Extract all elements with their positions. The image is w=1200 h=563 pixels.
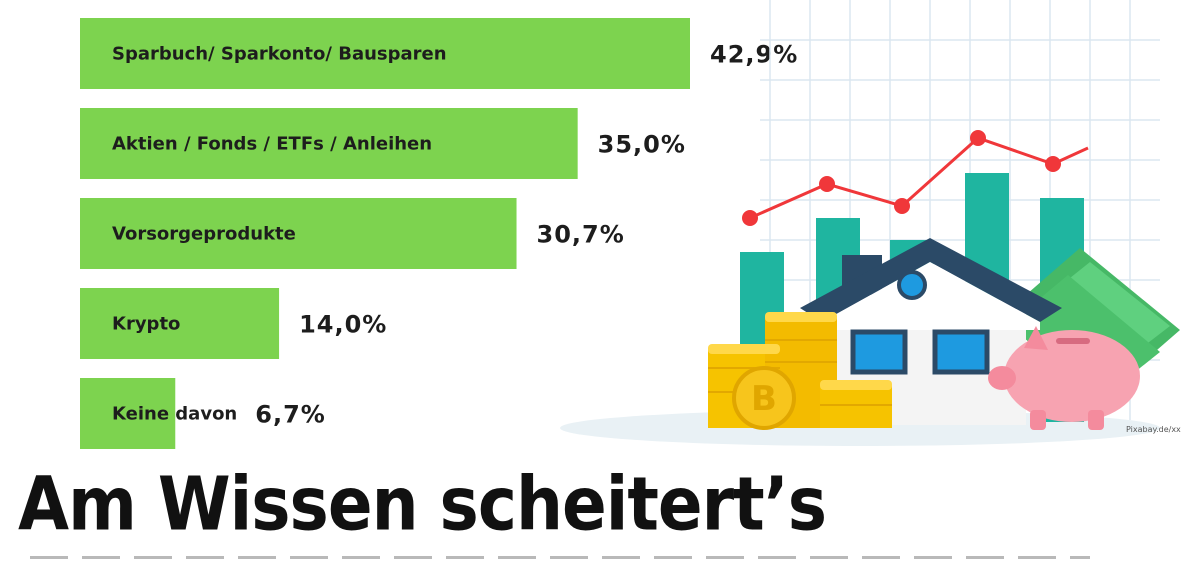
growth-line-icon <box>749 136 1089 220</box>
savings-bar-chart: Sparbuch/ Sparkonto/ Bausparen 42,9% Aktie… <box>80 0 1181 449</box>
piggy-bank-icon <box>988 326 1140 430</box>
bar-category-label: Aktien / Fonds / ETFs / Anleihen <box>112 134 432 155</box>
bar-category-label: Vorsorgeprodukte <box>112 224 296 245</box>
bar-category-label: Sparbuch/ Sparkonto/ Bausparen <box>112 44 447 65</box>
bar <box>80 378 176 449</box>
coin-stacks-icon <box>708 312 892 428</box>
bar-value-label: 42,9% <box>710 41 798 69</box>
article-text-preview <box>30 556 1090 559</box>
bar <box>80 288 280 359</box>
bar-category-label: Krypto <box>112 314 180 335</box>
image-credit: Pixabay.de/xx <box>1126 425 1181 434</box>
bar <box>80 198 517 269</box>
bar-value-label: 35,0% <box>598 131 686 159</box>
bar-value-label: 14,0% <box>299 311 387 339</box>
growth-points-icon <box>742 130 1061 226</box>
finance-illustration: B Pixabay.de/xx <box>560 0 1181 446</box>
bar <box>80 18 690 89</box>
bar-category-label: Keine davon <box>112 404 237 425</box>
headline: Am Wissen scheitert’s <box>18 461 827 548</box>
svg-text:B: B <box>751 379 777 419</box>
bar-value-label: 30,7% <box>537 221 625 249</box>
bar <box>80 108 578 179</box>
bitcoin-icon: B <box>732 366 796 430</box>
bar-group: Sparbuch/ Sparkonto/ Bausparen 42,9% Aktie… <box>80 18 798 449</box>
bar-value-label: 6,7% <box>255 401 326 429</box>
